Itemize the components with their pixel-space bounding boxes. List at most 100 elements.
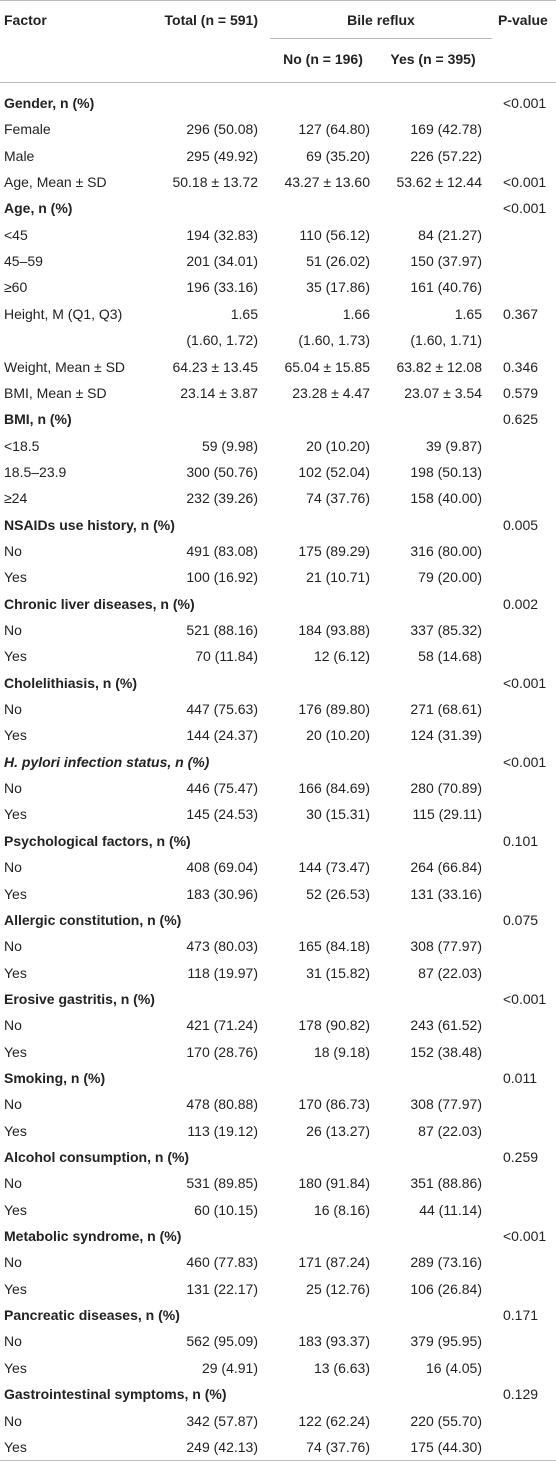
- cell: 0.129: [503, 1386, 539, 1403]
- row-heading: Pancreatic diseases, n (%): [4, 1307, 180, 1324]
- row-label: Yes: [4, 1043, 27, 1060]
- cell: 0.625: [503, 411, 539, 428]
- cell: 1.65: [230, 305, 258, 322]
- row-heading: Age, n (%): [4, 200, 73, 217]
- row-heading: Erosive gastritis, n (%): [4, 990, 155, 1007]
- row-label: <45: [4, 226, 28, 243]
- row-label: No: [4, 542, 22, 559]
- rule: [0, 82, 556, 83]
- cell: 176 (89.80): [298, 701, 370, 718]
- cell: <0.001: [503, 753, 547, 770]
- cell: 60 (10.15): [194, 1201, 258, 1218]
- cell: 198 (50.13): [410, 463, 482, 480]
- cell: 23.28 ± 4.47: [292, 384, 370, 401]
- row-label: Male: [4, 147, 35, 164]
- cell: 194 (32.83): [186, 226, 258, 243]
- cell: 0.002: [503, 595, 539, 612]
- cell: 53.62 ± 12.44: [396, 174, 482, 191]
- cell: 0.367: [503, 305, 539, 322]
- row-label: No: [4, 1096, 22, 1113]
- row-label: No: [4, 938, 22, 955]
- cell: 52 (26.53): [306, 885, 370, 902]
- cell: 0.075: [503, 911, 539, 928]
- cell: 74 (37.76): [306, 1438, 370, 1455]
- row-label: No: [4, 780, 22, 797]
- cell: 165 (84.18): [298, 938, 370, 955]
- rule: [270, 38, 492, 39]
- header-yes: Yes (n = 395): [390, 51, 476, 67]
- cell: 39 (9.87): [425, 437, 482, 454]
- cell: <0.001: [503, 674, 547, 691]
- cell: 29 (4.91): [201, 1359, 258, 1376]
- cell: 118 (19.97): [187, 964, 258, 981]
- row-heading: BMI, n (%): [4, 411, 72, 428]
- cell: 521 (88.16): [186, 622, 258, 638]
- row-label: 18.5–23.9: [4, 463, 67, 480]
- cell: 0.101: [503, 832, 539, 849]
- row-label: Yes: [4, 1359, 27, 1376]
- cell: 0.171: [503, 1307, 539, 1324]
- cell: 478 (80.88): [186, 1096, 258, 1113]
- row-heading: Chronic liver diseases, n (%): [4, 595, 195, 612]
- cell: 460 (77.83): [186, 1254, 258, 1271]
- row-label: Yes: [4, 964, 27, 981]
- cell: 35 (17.86): [306, 279, 370, 296]
- cell: 23.07 ± 3.54: [404, 384, 482, 401]
- row-label: Yes: [4, 727, 27, 744]
- cell: 0.011: [503, 1069, 537, 1086]
- row-heading: NSAIDs use history, n (%): [4, 516, 175, 533]
- cell: 295 (49.92): [186, 147, 258, 164]
- cell: 0.346: [503, 358, 539, 375]
- cell: 473 (80.03): [186, 938, 258, 955]
- cell: 0.579: [503, 384, 539, 401]
- cell: 25 (12.76): [306, 1280, 370, 1297]
- cell: 196 (33.16): [186, 279, 258, 296]
- cell: 300 (50.76): [186, 463, 258, 480]
- cell: 271 (68.61): [410, 701, 482, 718]
- row-label: <18.5: [4, 437, 40, 454]
- cell: 170 (86.73): [298, 1096, 370, 1113]
- cell: 316 (80.00): [410, 542, 482, 559]
- cell: 152 (38.48): [410, 1043, 482, 1060]
- cell: 26 (13.27): [306, 1122, 370, 1139]
- row-label: No: [4, 1412, 22, 1429]
- header-bile-reflux: Bile reflux: [347, 12, 415, 28]
- cell: 16 (8.16): [313, 1201, 370, 1218]
- cell: 1.66: [342, 305, 370, 322]
- cell: 106 (26.84): [410, 1280, 482, 1297]
- cell: 13 (6.63): [313, 1359, 370, 1376]
- row-label: Weight, Mean ± SD: [4, 358, 126, 375]
- cell: 144 (24.37): [186, 727, 258, 744]
- cell: 87 (22.03): [418, 964, 482, 981]
- cell: 115 (29.11): [412, 806, 482, 823]
- cell: <0.001: [503, 990, 547, 1007]
- cell: 144 (73.47): [298, 859, 370, 876]
- cell: 562 (95.09): [186, 1333, 258, 1350]
- cell: 20 (10.20): [306, 437, 370, 454]
- cell: 379 (95.95): [410, 1333, 482, 1350]
- row-label: Yes: [4, 1201, 27, 1218]
- row-heading: Psychological factors, n (%): [4, 832, 191, 849]
- cell: 342 (57.87): [186, 1412, 258, 1429]
- rule: [0, 0, 556, 1]
- cell: 183 (93.37): [298, 1333, 370, 1350]
- cell: (1.60, 1.73): [298, 332, 370, 349]
- row-label: Yes: [4, 1122, 27, 1139]
- cell: 171 (87.24): [298, 1254, 370, 1271]
- cell: 166 (84.69): [298, 780, 370, 797]
- cell: 1.65: [454, 305, 482, 322]
- cell: 110 (56.12): [299, 226, 370, 243]
- cell: <0.001: [503, 1228, 547, 1245]
- cell: (1.60, 1.71): [410, 332, 482, 349]
- header-factor: Factor: [4, 12, 47, 28]
- cell: 264 (66.84): [410, 859, 482, 876]
- row-label: Yes: [4, 1280, 27, 1297]
- row-label: No: [4, 1254, 22, 1271]
- cell: 220 (55.70): [410, 1412, 482, 1429]
- cell: <0.001: [503, 95, 547, 111]
- cell: 308 (77.97): [410, 1096, 482, 1113]
- cell: 158 (40.00): [410, 490, 482, 507]
- row-heading: Allergic constitution, n (%): [4, 911, 182, 928]
- row-label: Yes: [4, 885, 27, 902]
